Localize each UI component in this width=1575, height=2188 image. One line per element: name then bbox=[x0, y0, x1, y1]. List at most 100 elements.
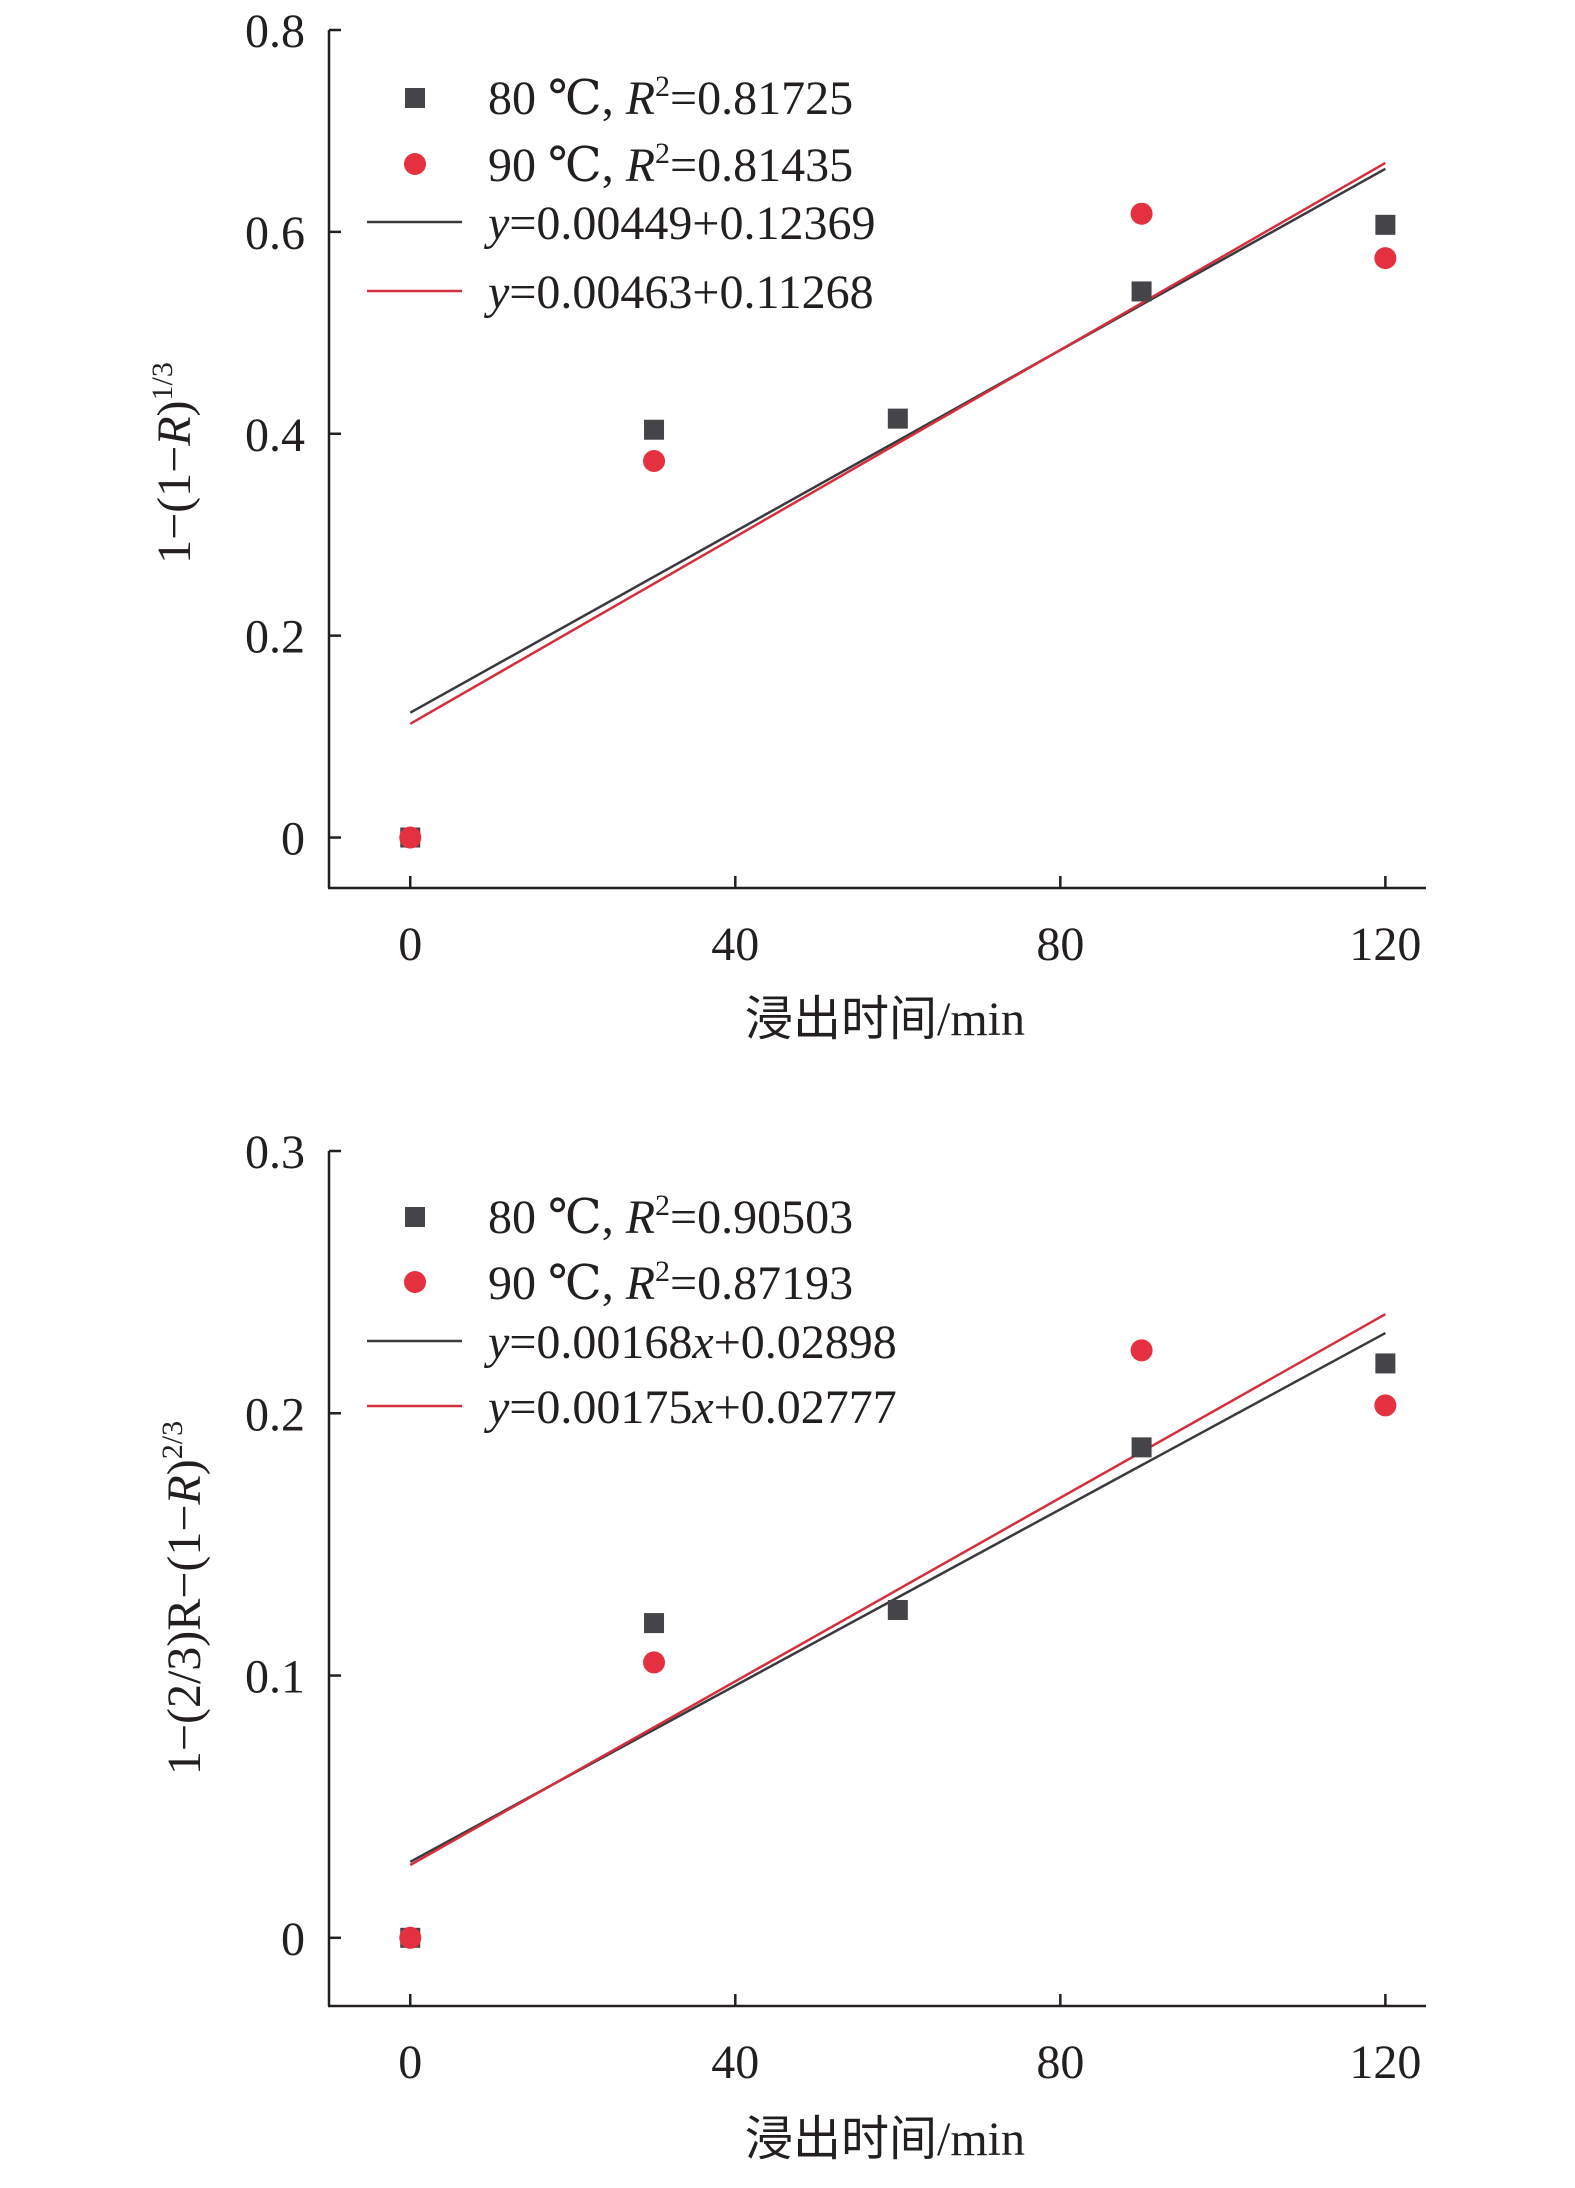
legend-value: =0.87193 bbox=[670, 1257, 853, 1310]
legend-y: y bbox=[483, 266, 510, 319]
legend-x: x bbox=[691, 1316, 713, 1369]
data-point-square bbox=[1131, 1437, 1152, 1458]
data-point-square bbox=[887, 1599, 908, 1620]
legend-label: y=0.00168x+0.02898 bbox=[483, 1316, 897, 1369]
legend-equation: =0.00463+0.11268 bbox=[509, 266, 873, 319]
legend-label: 80 ℃, R2=0.81725 bbox=[488, 70, 853, 125]
x-tick-label: 0 bbox=[398, 2036, 422, 2089]
y-tick-label: 0.4 bbox=[245, 409, 305, 462]
x-tick-label: 120 bbox=[1349, 2036, 1421, 2089]
y-axis-title: 1−(1−R)1/3 bbox=[146, 362, 201, 564]
x-axis-title: 浸出时间/min bbox=[745, 993, 1025, 1046]
y-title-suffix: ) bbox=[158, 1459, 211, 1475]
legend-label: 90 ℃, R2=0.81435 bbox=[488, 137, 853, 192]
data-point-circle bbox=[643, 450, 666, 473]
legend-value: =0.90503 bbox=[670, 1191, 853, 1244]
legend-equation: =0.00175 bbox=[509, 1381, 692, 1434]
data-point-circle bbox=[643, 1651, 666, 1674]
legend-value: =0.81725 bbox=[670, 72, 853, 125]
legend-temp: 80 ℃, bbox=[488, 1191, 626, 1244]
legend-marker-square bbox=[405, 88, 425, 108]
y-title-prefix: 1−(1− bbox=[148, 446, 201, 564]
legend-sup: 2 bbox=[655, 70, 670, 103]
legend-label: y=0.00449+0.12369 bbox=[483, 197, 875, 250]
data-point-circle bbox=[1374, 1394, 1397, 1417]
y-title-sup: 2/3 bbox=[156, 1421, 189, 1459]
y-tick-label: 0 bbox=[281, 1913, 305, 1966]
legend-label: y=0.00463+0.11268 bbox=[483, 266, 874, 319]
y-title-suffix: ) bbox=[148, 400, 201, 416]
x-ticks: 0 40 80 120 bbox=[398, 876, 1421, 971]
fit-line bbox=[409, 1313, 1386, 1867]
legend-marker-circle bbox=[404, 1271, 426, 1293]
legend-label: 80 ℃, R2=0.90503 bbox=[488, 1189, 853, 1244]
fit-lines bbox=[409, 1313, 1386, 1867]
data-points bbox=[399, 1339, 1397, 1949]
y-tick-label: 0 bbox=[281, 813, 305, 866]
legend-sup: 2 bbox=[655, 1189, 670, 1222]
chart-top: 00.20.40.60.8 0 40 80 120 浸出时间/min 1−(1−R)1… bbox=[146, 5, 1426, 1046]
y-ticks: 0 0.2 0.4 0.6 0.8 bbox=[245, 5, 341, 866]
legend-label: y=0.00175x+0.02777 bbox=[483, 1381, 897, 1434]
y-title-italic: R bbox=[148, 416, 201, 446]
legend-temp: 80 ℃, bbox=[488, 72, 626, 125]
legend-marker-circle bbox=[404, 153, 426, 175]
legend-temp: 90 ℃, bbox=[488, 139, 626, 192]
legend-sup: 2 bbox=[655, 137, 670, 170]
legend: 80 ℃, R2=0.81725 90 ℃, R2=0.81435 y=0.00… bbox=[367, 70, 875, 319]
legend-value: =0.81435 bbox=[670, 139, 853, 192]
x-ticks: 0 40 80 120 bbox=[398, 1994, 1421, 2089]
x-tick-label: 40 bbox=[711, 2036, 759, 2089]
legend-r: R bbox=[625, 1257, 655, 1310]
data-point-square bbox=[644, 419, 665, 440]
data-point-circle bbox=[1130, 202, 1153, 225]
legend: 80 ℃, R2=0.90503 90 ℃, R2=0.87193 y=0.00… bbox=[367, 1189, 897, 1434]
y-tick-label: 0.1 bbox=[245, 1651, 305, 1704]
legend-marker-square bbox=[405, 1207, 425, 1227]
x-tick-label: 80 bbox=[1036, 2036, 1084, 2089]
legend-x: x bbox=[691, 1381, 713, 1434]
data-point-square bbox=[1375, 214, 1396, 235]
y-tick-label: 0.2 bbox=[245, 611, 305, 664]
data-points bbox=[399, 202, 1397, 849]
data-point-circle bbox=[399, 826, 422, 849]
fit-line bbox=[409, 161, 1386, 725]
legend-y: y bbox=[483, 1381, 510, 1434]
legend-r: R bbox=[625, 1191, 655, 1244]
data-point-square bbox=[1131, 281, 1152, 302]
y-tick-label: 0.3 bbox=[245, 1126, 305, 1179]
legend-y: y bbox=[483, 1316, 510, 1369]
y-axis-title: 1−(2/3)R−(1−R)2/3 bbox=[156, 1421, 211, 1775]
data-point-circle bbox=[399, 1926, 422, 1949]
legend-label: 90 ℃, R2=0.87193 bbox=[488, 1255, 853, 1310]
x-tick-label: 0 bbox=[398, 918, 422, 971]
legend-equation: =0.00449+0.12369 bbox=[509, 197, 875, 250]
legend-equation-tail: +0.02898 bbox=[714, 1316, 897, 1369]
data-point-circle bbox=[1130, 1339, 1153, 1362]
data-point-square bbox=[887, 408, 908, 429]
legend-temp: 90 ℃, bbox=[488, 1257, 626, 1310]
fit-lines bbox=[409, 161, 1386, 725]
y-title-italic: R bbox=[158, 1475, 211, 1505]
legend-equation-tail: +0.02777 bbox=[714, 1381, 897, 1434]
chart-bottom: 0 0.1 0.2 0.3 0 40 80 120 浸出时间/min 1−(2/3)R−(1… bbox=[156, 1126, 1426, 2166]
legend-equation: =0.00168 bbox=[509, 1316, 692, 1369]
y-ticks: 0 0.1 0.2 0.3 bbox=[245, 1126, 341, 1966]
y-title-sup: 1/3 bbox=[146, 362, 179, 400]
data-point-square bbox=[644, 1613, 665, 1634]
legend-r: R bbox=[625, 72, 655, 125]
data-point-circle bbox=[1374, 247, 1397, 270]
x-tick-label: 80 bbox=[1036, 918, 1084, 971]
legend-sup: 2 bbox=[655, 1255, 670, 1288]
y-title-prefix: 1−(2/3)R−(1− bbox=[158, 1505, 211, 1776]
data-point-square bbox=[1375, 1353, 1396, 1374]
fit-line bbox=[409, 167, 1386, 714]
y-tick-label: 0.2 bbox=[245, 1388, 305, 1441]
x-axis-title: 浸出时间/min bbox=[745, 2113, 1025, 2166]
x-tick-label: 120 bbox=[1349, 918, 1421, 971]
y-tick-label: 0.8 bbox=[245, 5, 305, 58]
x-tick-label: 40 bbox=[711, 918, 759, 971]
legend-y: y bbox=[483, 197, 510, 250]
y-tick-label: 0.6 bbox=[245, 207, 305, 260]
